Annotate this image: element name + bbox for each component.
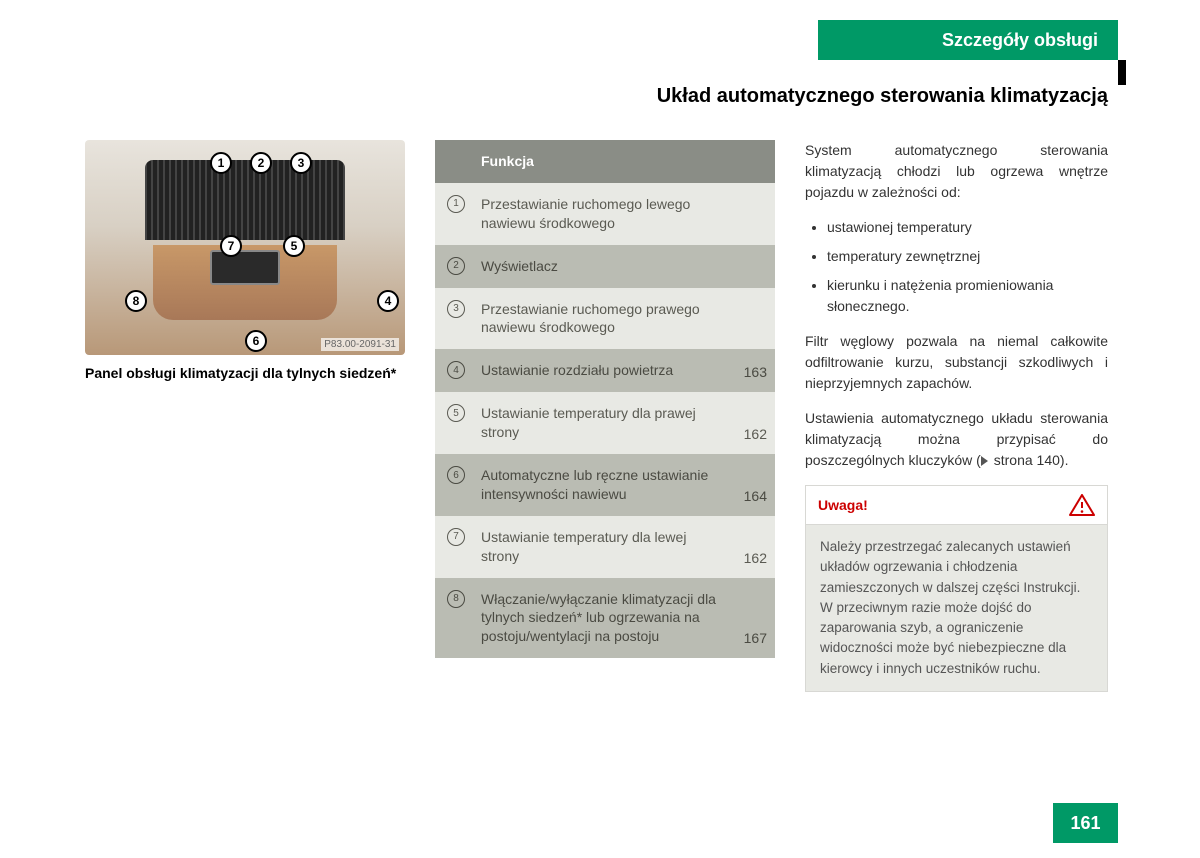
- row-page: [727, 288, 775, 350]
- row-number: 4: [435, 349, 477, 392]
- row-description: Ustawianie temperatury dla prawej strony: [477, 392, 727, 454]
- warning-header: Uwaga!: [806, 486, 1107, 525]
- row-page: 163: [727, 349, 775, 392]
- callout-4: 4: [377, 290, 399, 312]
- row-page: 167: [727, 578, 775, 659]
- vent-graphic: [145, 160, 345, 240]
- function-table: Funkcja 1Przestawianie ruchomego lewego …: [435, 140, 775, 658]
- display-graphic: [210, 250, 280, 285]
- table-row: 8Włączanie/wyłączanie klimatyzacji dla t…: [435, 578, 775, 659]
- row-page: 162: [727, 516, 775, 578]
- row-page: 164: [727, 454, 775, 516]
- row-description: Ustawianie temperatury dla lewej strony: [477, 516, 727, 578]
- page-number: 161: [1053, 803, 1118, 843]
- column-middle: Funkcja 1Przestawianie ruchomego lewego …: [435, 140, 775, 692]
- row-number: 7: [435, 516, 477, 578]
- table-header: Funkcja: [435, 140, 775, 183]
- column-left: 123 4 5 6 7 8 P83.00-2091-31 Panel obsługi kl…: [85, 140, 405, 692]
- intro-paragraph: System automatycznego sterowania klimaty…: [805, 140, 1108, 203]
- page-content: 12345678 P83.00-2091-31 Panel obsługi kl…: [85, 140, 1108, 692]
- callout-1: 1: [210, 152, 232, 174]
- column-right: System automatycznego sterowania klimaty…: [805, 140, 1108, 692]
- control-panel-graphic: [153, 245, 337, 320]
- table-row: 3Przestawianie ruchomego prawego nawiewu…: [435, 288, 775, 350]
- row-description: Ustawianie rozdziału powietrza: [477, 349, 727, 392]
- row-number: 6: [435, 454, 477, 516]
- diagram-caption: Panel obsługi klimatyzacji dla tylnych s…: [85, 365, 405, 381]
- thumb-index-marker: [1118, 60, 1126, 85]
- list-item: kierunku i natężenia promieniowania słon…: [827, 275, 1108, 317]
- callout-3: 3: [290, 152, 312, 174]
- bullet-list: ustawionej temperatury temperatury zewnęt…: [805, 217, 1108, 317]
- row-description: Włączanie/wyłączanie klimatyzacji dla ty…: [477, 578, 727, 659]
- callout-7: 7: [220, 235, 242, 257]
- table-row: 5Ustawianie temperatury dla prawej stron…: [435, 392, 775, 454]
- row-page: 162: [727, 392, 775, 454]
- callout-5: 5: [283, 235, 305, 257]
- header-tab: Szczegóły obsługi: [818, 20, 1118, 60]
- row-description: Automatyczne lub ręczne ustawianie inten…: [477, 454, 727, 516]
- xref-triangle-icon: [981, 456, 988, 466]
- table-row: 1Przestawianie ruchomego lewego nawiewu …: [435, 183, 775, 245]
- row-number: 8: [435, 578, 477, 659]
- callout-2: 2: [250, 152, 272, 174]
- table-row: 4Ustawianie rozdziału powietrza163: [435, 349, 775, 392]
- paragraph-filter: Filtr węglowy pozwala na niemal całkowit…: [805, 331, 1108, 394]
- climate-panel-diagram: 123 4 5 6 7 8 P83.00-2091-31: [85, 140, 405, 355]
- list-item: ustawionej temperatury: [827, 217, 1108, 238]
- row-page: [727, 183, 775, 245]
- warning-title: Uwaga!: [818, 495, 868, 516]
- callout-8: 8: [125, 290, 147, 312]
- warning-triangle-icon: [1069, 494, 1095, 516]
- row-page: [727, 245, 775, 288]
- row-number: 1: [435, 183, 477, 245]
- row-number: 2: [435, 245, 477, 288]
- table-row: 6Automatyczne lub ręczne ustawianie inte…: [435, 454, 775, 516]
- header-tab-text: Szczegóły obsługi: [942, 30, 1098, 51]
- table-header-label: Funkcja: [477, 140, 727, 183]
- row-description: Przestawianie ruchomego lewego nawiewu ś…: [477, 183, 727, 245]
- warning-body: Należy przestrzegać zalecanych ustawień …: [806, 525, 1107, 691]
- row-number: 3: [435, 288, 477, 350]
- diagram-code: P83.00-2091-31: [321, 338, 399, 351]
- row-description: Wyświetlacz: [477, 245, 727, 288]
- table-row: 2Wyświetlacz: [435, 245, 775, 288]
- row-description: Przestawianie ruchomego prawego nawiewu …: [477, 288, 727, 350]
- warning-box: Uwaga! Należy przestrzegać zalecanych us…: [805, 485, 1108, 692]
- row-number: 5: [435, 392, 477, 454]
- callout-6: 6: [245, 330, 267, 352]
- list-item: temperatury zewnętrznej: [827, 246, 1108, 267]
- table-row: 7Ustawianie temperatury dla lewej strony…: [435, 516, 775, 578]
- paragraph-settings: Ustawienia automatycznego układu sterowa…: [805, 408, 1108, 471]
- section-title: Układ automatycznego sterowania klimatyz…: [657, 85, 1108, 108]
